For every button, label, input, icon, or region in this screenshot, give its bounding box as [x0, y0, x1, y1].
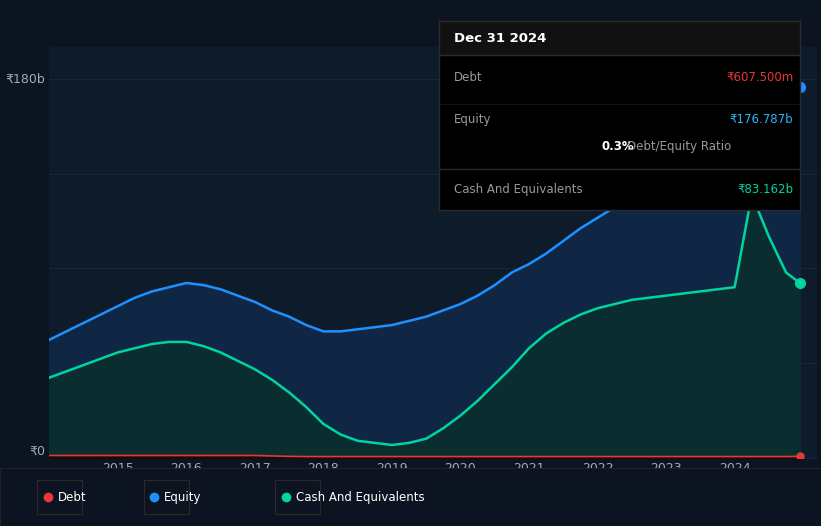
Text: ₹176.787b: ₹176.787b [730, 113, 793, 126]
Text: ₹180b: ₹180b [6, 73, 45, 85]
Bar [439, 21, 800, 55]
Text: Equity: Equity [454, 113, 491, 126]
Text: Debt/Equity Ratio: Debt/Equity Ratio [627, 139, 732, 153]
Text: Equity: Equity [164, 491, 202, 503]
Text: 0.3%: 0.3% [602, 139, 635, 153]
Bar [37, 480, 82, 514]
Text: Cash And Equivalents: Cash And Equivalents [454, 183, 582, 196]
Bar [144, 480, 189, 514]
Text: Debt: Debt [57, 491, 86, 503]
Text: ₹0: ₹0 [30, 444, 45, 458]
Text: ₹607.500m: ₹607.500m [726, 72, 793, 84]
Text: Cash And Equivalents: Cash And Equivalents [296, 491, 424, 503]
Text: ₹83.162b: ₹83.162b [737, 183, 793, 196]
Text: Debt: Debt [454, 72, 482, 84]
Bar [275, 480, 320, 514]
Text: Dec 31 2024: Dec 31 2024 [454, 32, 546, 45]
